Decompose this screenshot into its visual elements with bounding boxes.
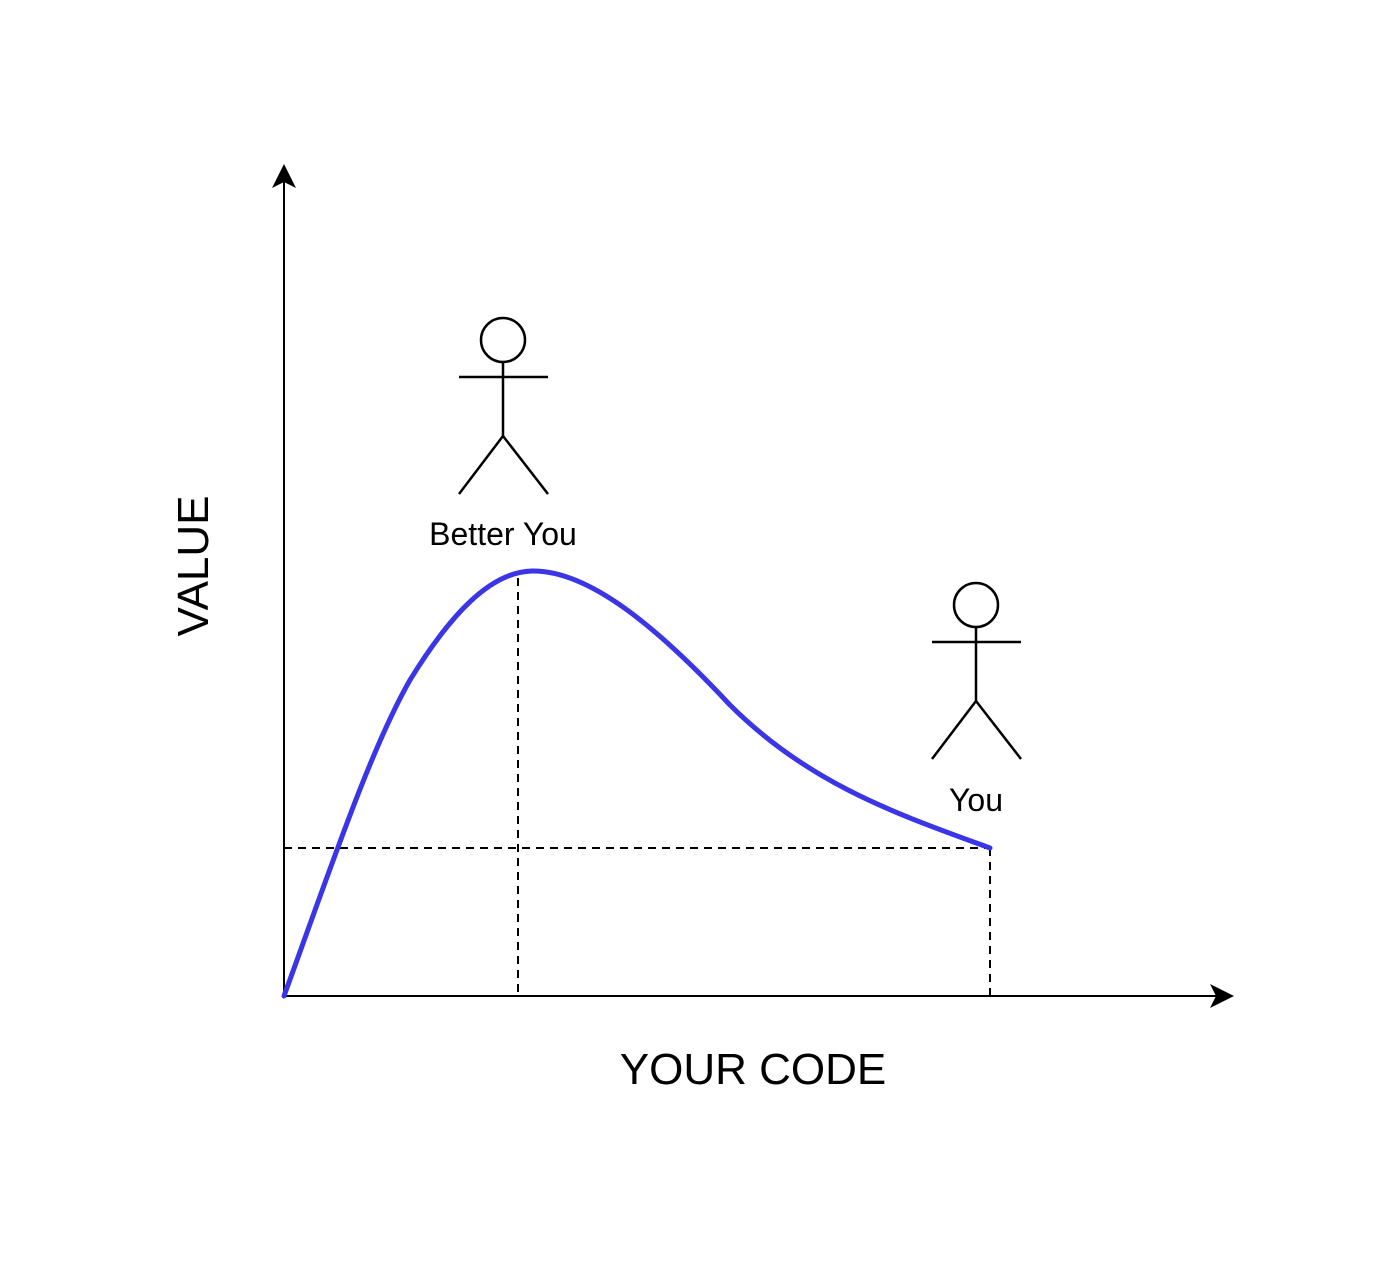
stick-figure-icon <box>931 581 1022 760</box>
stick-figure-icon <box>458 316 549 495</box>
better-you-label: Better You <box>429 516 577 552</box>
x-axis-label: YOUR CODE <box>620 1045 886 1094</box>
value-curve <box>281 568 993 999</box>
you-label: You <box>949 782 1003 818</box>
y-axis-label: VALUE <box>169 495 218 636</box>
